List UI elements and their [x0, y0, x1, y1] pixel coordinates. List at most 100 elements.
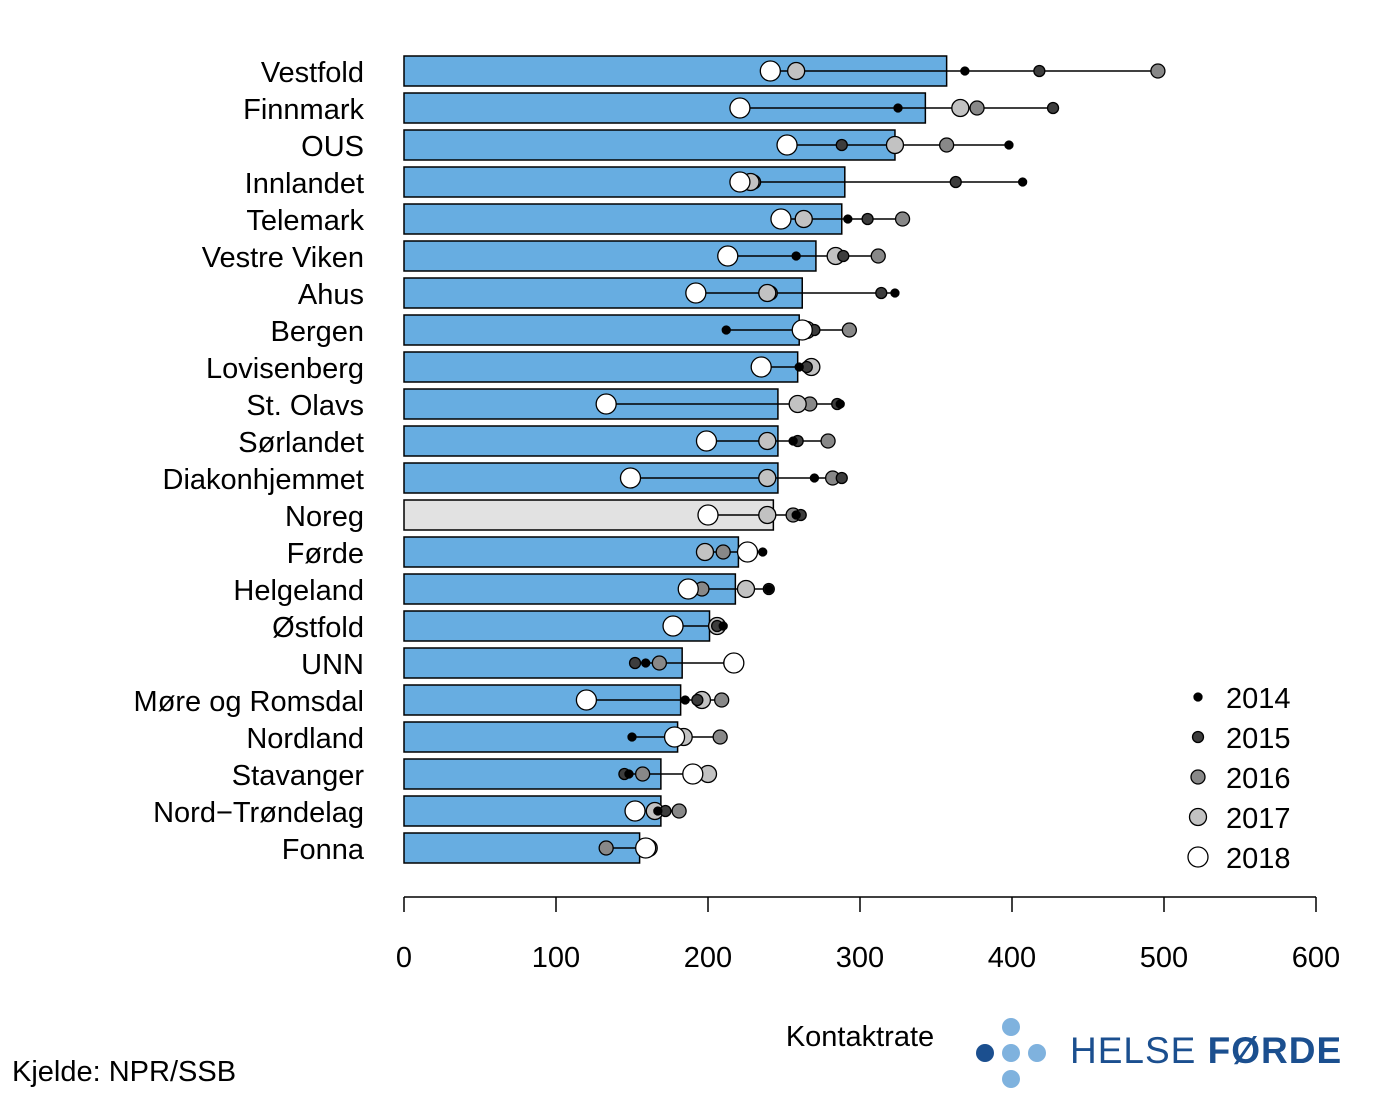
point-2016-nord-trøndelag — [671, 803, 687, 819]
point-2018-helgeland — [677, 578, 699, 600]
point-2018-østfold — [662, 615, 684, 637]
x-tick-label: 0 — [396, 942, 412, 974]
point-2018-finnmark — [729, 97, 751, 119]
point-2018-fonna — [635, 837, 657, 859]
x-tick-label: 200 — [684, 942, 732, 974]
point-2014-finnmark — [893, 103, 903, 113]
category-label: Telemark — [246, 205, 364, 237]
source-note: Kjelde: NPR/SSB — [12, 1056, 237, 1088]
point-2018-bergen — [791, 319, 813, 341]
point-2014-nord-trøndelag — [653, 806, 663, 816]
category-label: Ahus — [298, 279, 364, 311]
point-2015-diakonhjemmet — [835, 471, 848, 485]
point-2016-ous — [938, 137, 955, 153]
category-label: Vestre Viken — [202, 242, 364, 274]
point-2016-finnmark — [969, 100, 985, 116]
category-label: OUS — [301, 131, 364, 163]
point-2018-unn — [723, 652, 745, 674]
point-2018-ahus — [685, 282, 707, 304]
category-label: Førde — [287, 538, 364, 570]
legend-label-2017: 2017 — [1226, 803, 1291, 835]
point-2018-ous — [776, 134, 798, 156]
category-label: Sørlandet — [238, 427, 364, 459]
x-tick-label: 400 — [988, 942, 1036, 974]
point-2014-unn — [641, 658, 651, 668]
category-label: St. Olavs — [246, 390, 364, 422]
legend-marker-2014 — [1193, 692, 1203, 702]
point-2016-stavanger — [634, 766, 651, 782]
point-2015-telemark — [861, 212, 874, 226]
point-2014-østfold — [718, 621, 728, 631]
point-2018-sørlandet — [695, 430, 718, 452]
category-label: Innlandet — [245, 168, 364, 200]
category-label: Noreg — [285, 501, 364, 533]
legend-label-2016: 2016 — [1226, 763, 1291, 795]
x-axis-label: Kontaktrate — [786, 1021, 934, 1053]
point-2015-møre-og-romsdal — [691, 693, 704, 707]
point-2016-telemark — [894, 211, 911, 227]
x-tick-label: 300 — [836, 942, 884, 974]
point-2014-stavanger — [624, 769, 634, 779]
category-label: Finnmark — [243, 94, 364, 126]
category-label: Fonna — [282, 834, 365, 866]
point-2014-helgeland — [764, 584, 774, 594]
point-2018-telemark — [770, 208, 792, 230]
bar-østfold — [403, 610, 711, 642]
point-2017-diakonhjemmet — [758, 468, 777, 488]
x-tick-label: 600 — [1292, 942, 1340, 974]
point-2015-ous — [835, 138, 848, 152]
x-tick-label: 100 — [532, 942, 580, 974]
legend: 2014 2015 2016 2017 2018 — [1187, 683, 1291, 875]
bar-nord-trøndelag — [403, 795, 662, 827]
category-label: Møre og Romsdal — [134, 686, 364, 718]
category-label: Østfold — [272, 612, 364, 644]
x-axis: 0 100 200 300 400 500 600 — [396, 896, 1340, 974]
point-2016-nordland — [712, 729, 728, 745]
point-2018-diakonhjemmet — [619, 467, 642, 489]
category-label: Nordland — [246, 723, 364, 755]
point-2015-vestre-viken — [837, 249, 850, 263]
point-2017-noreg — [758, 505, 777, 525]
helse-forde-logo: HELSE FØRDE — [975, 1018, 1375, 1088]
bar-telemark — [403, 203, 843, 235]
point-2017-vestfold — [787, 61, 806, 81]
point-2014-telemark — [843, 214, 853, 224]
category-label: Nord−Trøndelag — [153, 797, 364, 829]
legend-label-2015: 2015 — [1226, 723, 1291, 755]
bar-stavanger — [403, 758, 662, 790]
point-2018-noreg — [697, 504, 719, 526]
category-labels: Vestfold Finnmark OUS Innlandet Telemark Vest… — [134, 57, 365, 866]
legend-marker-2016 — [1190, 769, 1206, 785]
point-2016-møre-og-romsdal — [714, 692, 730, 708]
point-2014-st-olavs — [835, 399, 845, 409]
point-2018-førde — [736, 541, 759, 563]
category-label: UNN — [301, 649, 364, 681]
point-2016-bergen — [841, 322, 858, 338]
point-2017-ous — [885, 135, 905, 155]
point-2015-unn — [628, 656, 642, 670]
point-2015-innlandet — [949, 175, 962, 189]
point-2017-st-olavs — [788, 394, 807, 414]
point-2018-vestfold — [759, 60, 781, 82]
point-2016-førde — [715, 544, 731, 560]
point-2014-diakonhjemmet — [809, 473, 820, 483]
points — [575, 60, 1166, 859]
point-2014-ous — [1004, 140, 1014, 150]
point-2016-fonna — [598, 840, 614, 856]
point-2016-vestfold — [1150, 63, 1166, 79]
category-label: Bergen — [270, 316, 364, 348]
point-2014-lovisenberg — [794, 362, 804, 372]
category-label: Stavanger — [232, 760, 365, 792]
point-2015-finnmark — [1046, 101, 1060, 115]
category-label: Vestfold — [261, 57, 364, 89]
legend-marker-2017 — [1188, 807, 1208, 827]
logo-dots-icon — [976, 1018, 1046, 1088]
point-2014-sørlandet — [788, 436, 798, 446]
point-2017-sørlandet — [758, 431, 777, 451]
legend-marker-2015 — [1191, 730, 1205, 744]
point-2018-møre-og-romsdal — [575, 689, 598, 711]
point-2018-stavanger — [682, 763, 704, 785]
point-2014-møre-og-romsdal — [680, 695, 690, 705]
point-2016-vestre-viken — [870, 248, 886, 264]
